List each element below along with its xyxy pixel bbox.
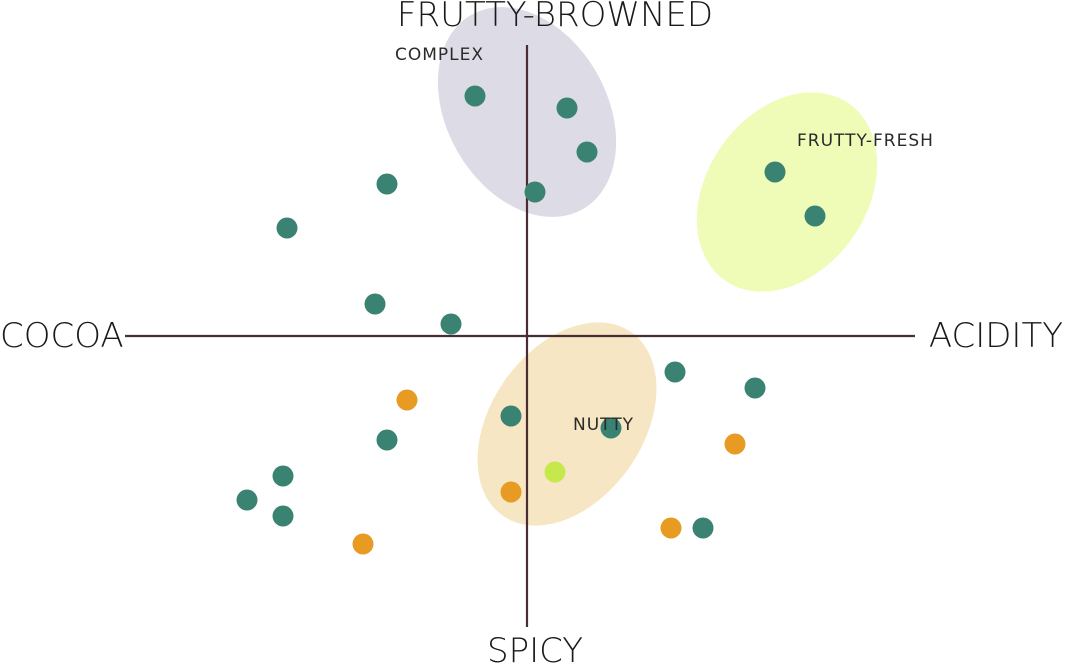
data-point-s0-6 [364, 293, 386, 315]
data-point-s0-17 [272, 505, 294, 527]
data-point-s0-13 [600, 417, 622, 439]
data-point-s0-18 [692, 517, 714, 539]
clusters-layer [437, 7, 878, 526]
data-point-s0-14 [376, 429, 398, 451]
data-point-s1-0 [396, 389, 418, 411]
data-point-s1-3 [660, 517, 682, 539]
data-point-s1-2 [500, 481, 522, 503]
axis-left-label: COCOA [0, 316, 124, 356]
axis-bottom-label: SPICY [487, 631, 583, 665]
data-point-s1-4 [352, 533, 374, 555]
cluster-complex-label: COMPLEX [395, 45, 484, 65]
axis-top-label: FRUTTY-BROWNED [397, 0, 713, 35]
data-point-s0-5 [276, 217, 298, 239]
cluster-nutty-region [477, 322, 657, 526]
data-point-s0-1 [556, 97, 578, 119]
data-point-s0-11 [744, 377, 766, 399]
data-point-s0-2 [576, 141, 598, 163]
cluster-labels-layer: COMPLEX FRUTTY-FRESH NUTTY [395, 45, 934, 435]
data-point-s0-9 [804, 205, 826, 227]
cluster-frutty-fresh-region [696, 92, 878, 292]
cluster-nutty-label: NUTTY [573, 415, 634, 435]
data-point-s0-3 [524, 181, 546, 203]
data-point-s1-1 [724, 433, 746, 455]
data-point-s2-0 [544, 461, 566, 483]
points-layer [236, 85, 826, 555]
data-point-s0-8 [764, 161, 786, 183]
axis-right-label: ACIDITY [929, 316, 1063, 356]
data-point-s0-16 [236, 489, 258, 511]
data-point-s0-10 [664, 361, 686, 383]
cluster-frutty-fresh-label: FRUTTY-FRESH [797, 131, 934, 151]
data-point-s0-7 [440, 313, 462, 335]
data-point-s0-15 [272, 465, 294, 487]
data-point-s0-0 [464, 85, 486, 107]
data-point-s0-12 [500, 405, 522, 427]
data-point-s0-4 [376, 173, 398, 195]
